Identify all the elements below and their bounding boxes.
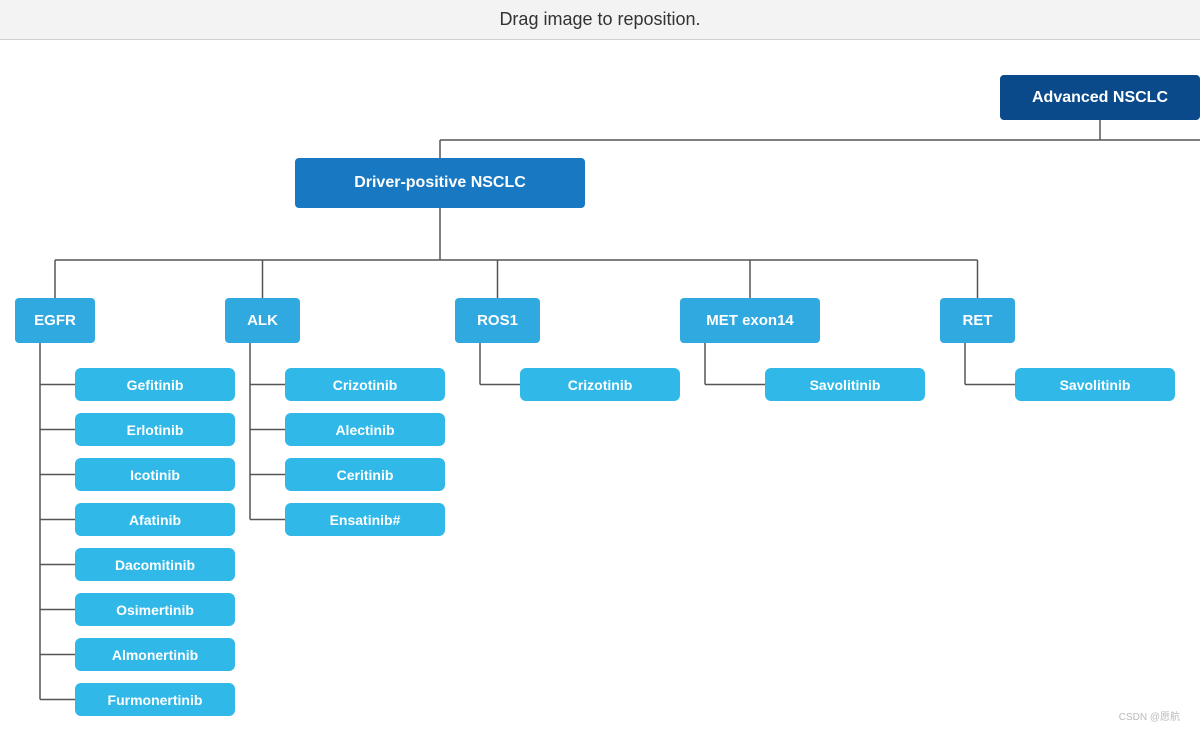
category-egfr: EGFR: [15, 298, 95, 343]
drug-egfr-6: Almonertinib: [75, 638, 235, 671]
drug-egfr-2: Icotinib: [75, 458, 235, 491]
drug-ros1-0: Crizotinib: [520, 368, 680, 401]
drug-egfr-4: Dacomitinib: [75, 548, 235, 581]
watermark-text: CSDN @愿航: [1119, 708, 1180, 723]
drug-met-0: Savolitinib: [765, 368, 925, 401]
drug-alk-3: Ensatinib#: [285, 503, 445, 536]
drug-alk-0: Crizotinib: [285, 368, 445, 401]
level1-node: Driver-positive NSCLC: [295, 158, 585, 208]
drug-egfr-7: Furmonertinib: [75, 683, 235, 716]
drug-egfr-3: Afatinib: [75, 503, 235, 536]
category-met: MET exon14: [680, 298, 820, 343]
drug-ret-0: Savolitinib: [1015, 368, 1175, 401]
drug-alk-2: Ceritinib: [285, 458, 445, 491]
drug-egfr-5: Osimertinib: [75, 593, 235, 626]
drug-egfr-1: Erlotinib: [75, 413, 235, 446]
root-node: Advanced NSCLC: [1000, 75, 1200, 120]
category-ret: RET: [940, 298, 1015, 343]
drug-alk-1: Alectinib: [285, 413, 445, 446]
diagram-container[interactable]: Advanced NSCLC Driver-positive NSCLC EGFR G…: [0, 40, 1200, 731]
top-instruction-text: Drag image to reposition.: [499, 9, 700, 30]
drug-egfr-0: Gefitinib: [75, 368, 235, 401]
top-instruction-bar: Drag image to reposition.: [0, 0, 1200, 40]
category-alk: ALK: [225, 298, 300, 343]
category-ros1: ROS1: [455, 298, 540, 343]
